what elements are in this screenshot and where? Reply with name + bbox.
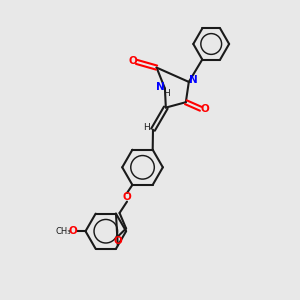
Text: CH₃: CH₃: [56, 227, 71, 236]
Text: O: O: [201, 104, 209, 114]
Text: O: O: [69, 226, 77, 236]
Text: O: O: [128, 56, 137, 66]
Text: N: N: [156, 82, 164, 92]
Text: H: H: [143, 123, 150, 132]
Text: H: H: [163, 89, 170, 98]
Text: O: O: [113, 236, 122, 246]
Text: O: O: [123, 192, 131, 203]
Text: N: N: [189, 75, 197, 85]
